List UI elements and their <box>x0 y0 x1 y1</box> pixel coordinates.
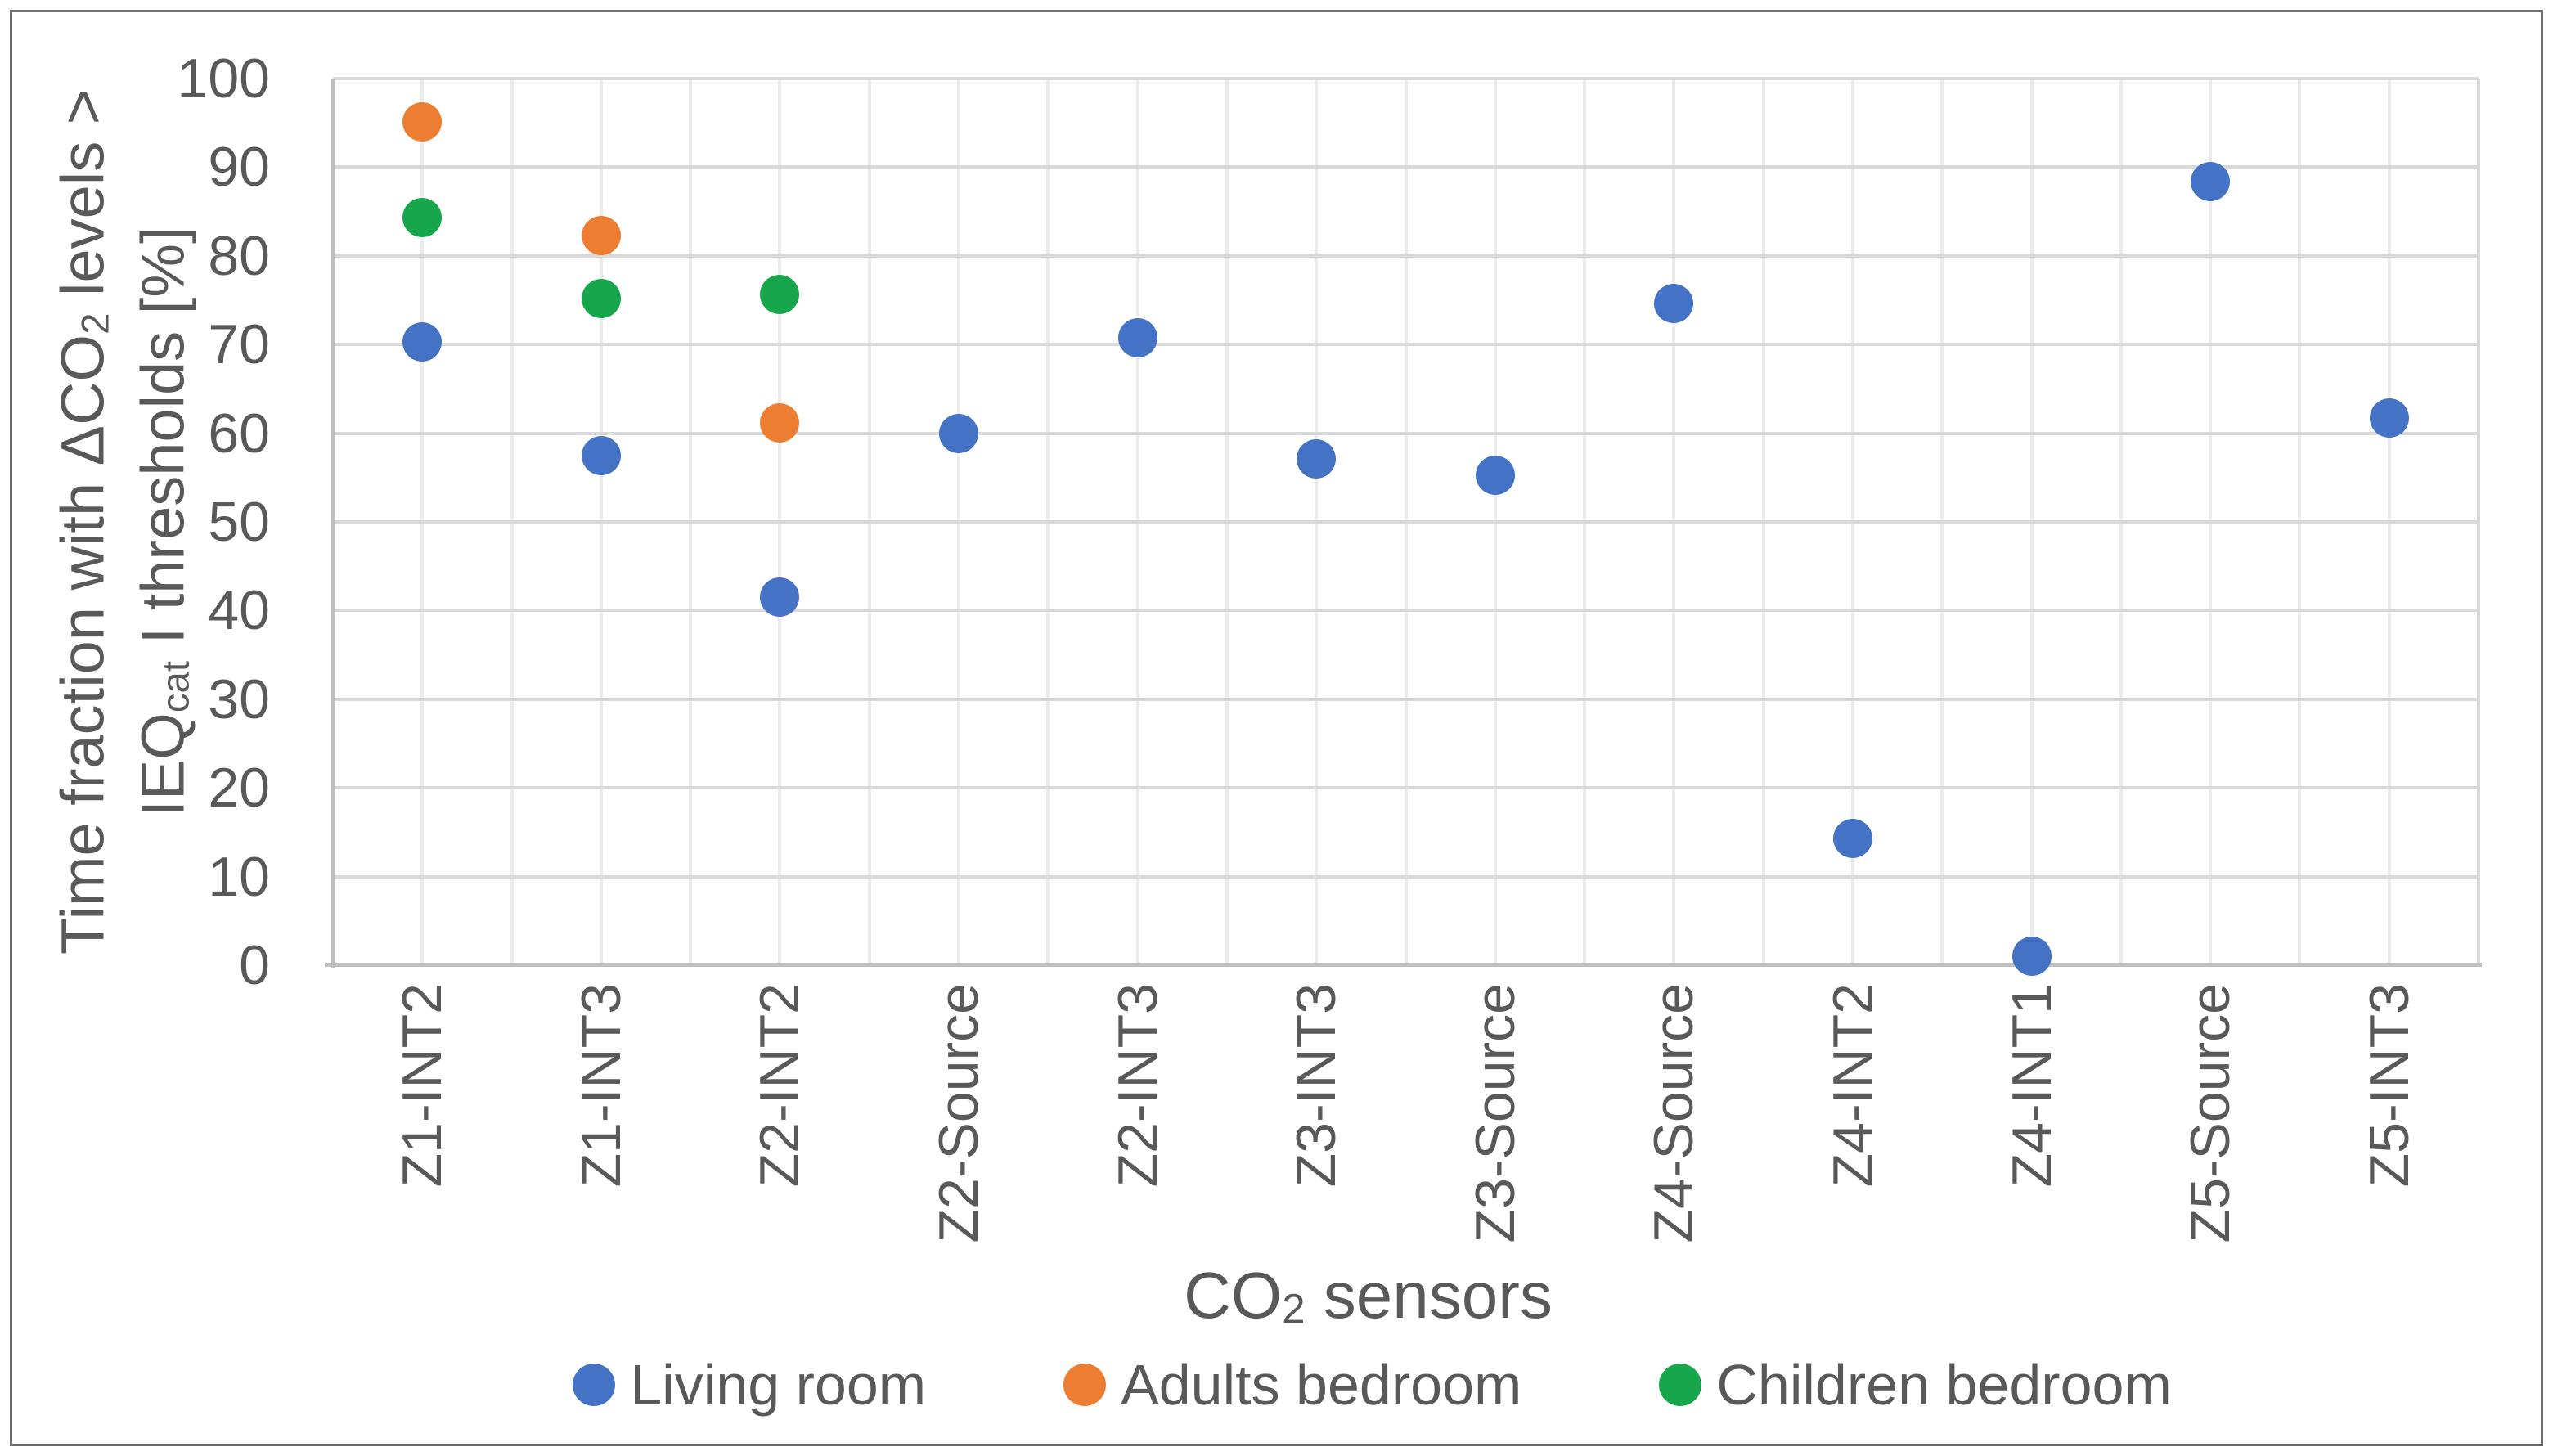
horizontal-gridline <box>333 786 2479 790</box>
horizontal-gridline <box>333 697 2479 701</box>
data-point-living-room-z2-int2 <box>760 577 800 618</box>
legend-marker-icon <box>573 1364 616 1406</box>
data-point-children-bedroom-z1-int3 <box>581 278 621 318</box>
legend-item-adults-bedroom: Adults bedroom <box>1063 1355 1521 1415</box>
x-category-label: Z1-INT2 <box>391 983 454 1188</box>
y-tick-label: 100 <box>177 47 270 110</box>
legend-marker-icon <box>1659 1364 1702 1406</box>
data-point-adults-bedroom-z1-int2 <box>402 102 443 142</box>
y-tick-label: 70 <box>208 313 270 376</box>
y-tick-label: 80 <box>208 224 270 287</box>
horizontal-gridline <box>333 431 2479 435</box>
x-axis-title: CO2 sensors <box>1184 1259 1553 1332</box>
data-point-living-room-z4-int1 <box>2011 937 2052 977</box>
data-point-living-room-z2-int3 <box>1117 317 1157 357</box>
horizontal-gridline <box>333 520 2479 524</box>
legend: Living room Adults bedroom Children bedroo… <box>299 1346 2445 1423</box>
y-tick-label: 0 <box>239 934 270 996</box>
chart-border <box>10 10 2543 1446</box>
legend-item-children-bedroom: Children bedroom <box>1659 1353 2172 1417</box>
data-point-living-room-z1-int3 <box>581 435 621 475</box>
y-tick-label: 40 <box>208 579 270 642</box>
x-category-label: Z2-INT2 <box>748 983 811 1188</box>
x-category-label: Z5-INT3 <box>2357 983 2420 1188</box>
data-point-living-room-z3-int3 <box>1297 439 1337 479</box>
horizontal-gridline <box>333 254 2479 258</box>
horizontal-gridline <box>333 77 2479 80</box>
data-point-living-room-z5-source <box>2191 161 2231 201</box>
y-tick-label: 20 <box>208 757 270 820</box>
y-axis-line <box>331 79 335 968</box>
x-category-label: Z5-Source <box>2179 983 2242 1243</box>
data-point-living-room-z2-source <box>939 413 979 453</box>
horizontal-gridline <box>333 165 2479 169</box>
y-tick-label: 30 <box>208 667 270 730</box>
horizontal-gridline <box>333 874 2479 879</box>
data-point-living-room-z1-int2 <box>402 321 443 362</box>
data-point-adults-bedroom-z2-int2 <box>760 402 800 443</box>
x-axis-line <box>325 963 2482 967</box>
x-category-label: Z1-INT3 <box>569 983 632 1188</box>
legend-label: Living room <box>630 1353 927 1417</box>
x-category-label: Z3-Source <box>1463 983 1526 1243</box>
x-category-label: Z4-INT2 <box>1821 983 1884 1188</box>
plot-area <box>325 77 2482 977</box>
y-tick-label: 10 <box>208 845 270 908</box>
data-point-living-room-z3-source <box>1475 455 1515 495</box>
y-tick-label: 50 <box>208 491 270 553</box>
legend-item-living-room: Living room <box>573 1355 926 1415</box>
x-category-label: Z2-INT3 <box>1106 983 1169 1188</box>
y-tick-label: 60 <box>208 402 270 465</box>
data-point-living-room-z4-int2 <box>1832 818 1872 858</box>
data-point-adults-bedroom-z1-int3 <box>581 215 621 255</box>
vertical-gridline <box>2477 79 2480 965</box>
data-point-living-room-z4-source <box>1654 284 1694 324</box>
x-category-label: Z4-INT1 <box>2000 983 2063 1188</box>
legend-label: Adults bedroom <box>1121 1353 1522 1417</box>
x-category-label: Z2-Source <box>928 983 991 1243</box>
y-tick-label: 90 <box>208 136 270 199</box>
horizontal-gridline <box>333 609 2479 613</box>
x-category-label: Z3-INT3 <box>1285 983 1348 1188</box>
data-point-living-room-z5-int3 <box>2369 398 2409 438</box>
legend-label: Children bedroom <box>1716 1353 2172 1417</box>
horizontal-gridline <box>333 343 2479 347</box>
x-category-label: Z4-Source <box>1643 983 1706 1243</box>
legend-marker-icon <box>1063 1364 1107 1406</box>
data-point-children-bedroom-z1-int2 <box>402 198 443 238</box>
data-point-children-bedroom-z2-int2 <box>760 275 800 315</box>
